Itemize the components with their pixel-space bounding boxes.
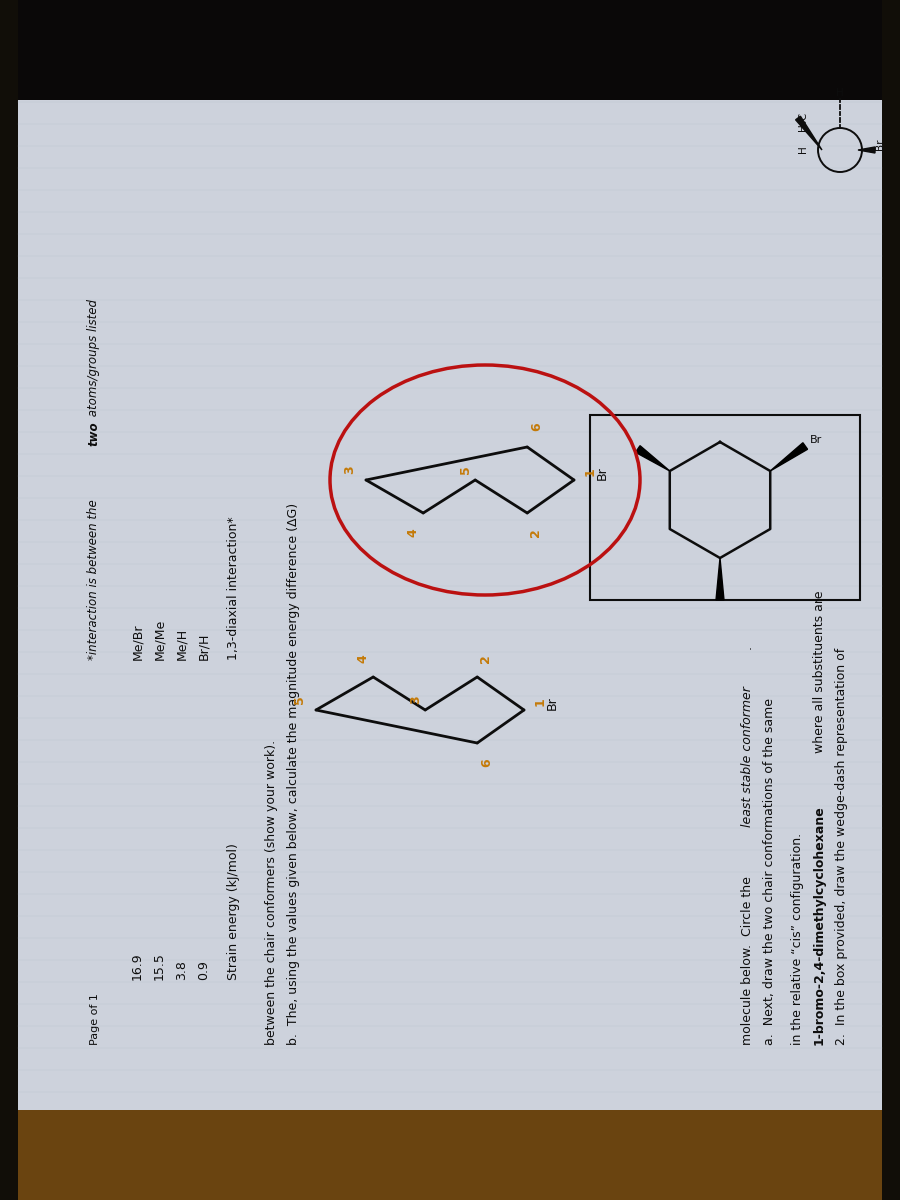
Text: .: . <box>741 646 754 649</box>
Text: H: H <box>836 88 844 98</box>
Text: two: two <box>87 421 100 446</box>
Polygon shape <box>635 445 670 470</box>
Bar <box>0 0 18 1200</box>
Polygon shape <box>858 146 875 152</box>
Polygon shape <box>770 443 807 470</box>
Text: least stable conformer: least stable conformer <box>741 686 754 827</box>
Text: 5: 5 <box>459 466 472 474</box>
Bar <box>0 1110 900 1200</box>
Text: 3: 3 <box>344 466 356 474</box>
Text: 2: 2 <box>528 529 542 538</box>
Text: Me/Br: Me/Br <box>131 624 144 660</box>
Text: 16.9: 16.9 <box>131 953 144 980</box>
Bar <box>590 415 860 600</box>
Text: *interaction is between the: *interaction is between the <box>87 496 100 660</box>
Text: 2: 2 <box>479 655 491 664</box>
Text: Strain energy (kJ/mol): Strain energy (kJ/mol) <box>227 844 240 980</box>
Text: between the chair conformers (show your work).: between the chair conformers (show your … <box>265 740 278 1045</box>
Bar <box>0 0 900 100</box>
Bar <box>882 0 900 1200</box>
Polygon shape <box>716 558 724 600</box>
Text: 6: 6 <box>481 758 494 767</box>
Text: Br: Br <box>875 138 885 150</box>
Text: 6: 6 <box>531 422 544 431</box>
Text: Br: Br <box>545 696 559 710</box>
Text: 4: 4 <box>356 655 370 664</box>
Text: Br/H: Br/H <box>197 632 210 660</box>
Text: 3: 3 <box>409 696 422 704</box>
Text: Page of 1: Page of 1 <box>90 994 100 1045</box>
Text: in the relative “cis” configuration.: in the relative “cis” configuration. <box>791 833 804 1045</box>
Text: 4: 4 <box>407 529 419 538</box>
Text: H: H <box>798 145 808 152</box>
Text: 2.  In the box provided, draw the wedge-dash representation of: 2. In the box provided, draw the wedge-d… <box>835 648 848 1045</box>
Text: H₃C: H₃C <box>798 112 808 131</box>
Text: molecule below.  Circle the: molecule below. Circle the <box>741 872 754 1045</box>
Text: a.  Next, draw the two chair conformations of the same: a. Next, draw the two chair conformation… <box>763 698 776 1045</box>
Text: atoms/groups listed: atoms/groups listed <box>87 299 100 420</box>
Text: Me/H: Me/H <box>175 628 188 660</box>
Text: 1,3-diaxial interaction*: 1,3-diaxial interaction* <box>227 516 240 660</box>
Text: Me/Me: Me/Me <box>153 619 166 660</box>
Text: 0.9: 0.9 <box>197 960 210 980</box>
Polygon shape <box>796 116 822 150</box>
Text: 1: 1 <box>534 697 546 707</box>
Text: 15.5: 15.5 <box>153 952 166 980</box>
Text: Br: Br <box>810 434 823 445</box>
Text: where all substituents are: where all substituents are <box>813 590 826 757</box>
Text: 5: 5 <box>293 696 307 704</box>
Bar <box>18 100 882 1110</box>
Text: 1-bromo-2,4-dimethylcyclohexane: 1-bromo-2,4-dimethylcyclohexane <box>813 805 826 1045</box>
Text: 1: 1 <box>583 468 597 476</box>
Text: Br: Br <box>596 467 608 480</box>
Text: 3.8: 3.8 <box>175 960 188 980</box>
Text: b.  The, using the values given below, calculate the magnitude energy difference: b. The, using the values given below, ca… <box>287 503 300 1045</box>
